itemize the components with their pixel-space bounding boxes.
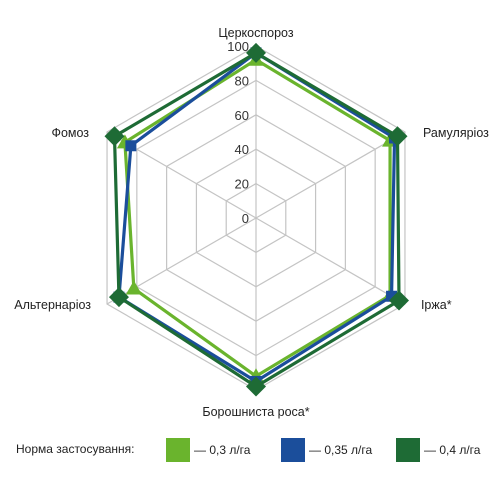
series-point [246, 42, 266, 63]
tick-label: 60 [235, 108, 249, 123]
axis-labels: Церкоспороз Рамуляріоз Іржа* Борошниста рос… [14, 26, 489, 419]
legend: Норма застосування: — 0,3 л/га — 0,35 л/г… [16, 438, 481, 462]
axis-label: Іржа* [421, 298, 452, 312]
radar-series [104, 42, 409, 397]
legend-swatch [281, 438, 305, 462]
radial-tick-labels: 0 20 40 60 80 100 [227, 39, 249, 226]
radar-grid [106, 45, 406, 391]
axis-label: Церкоспороз [218, 26, 293, 40]
legend-label: — 0,35 л/га [309, 443, 372, 457]
tick-label: 80 [235, 73, 249, 88]
series-point [386, 290, 398, 302]
axis-label: Борошниста роса* [202, 405, 309, 419]
series-point [387, 126, 408, 147]
legend-swatch [396, 438, 420, 462]
legend-label: — 0,3 л/га [194, 443, 251, 457]
grid-spoke [255, 131, 406, 219]
series-point [388, 290, 409, 311]
tick-label: 40 [235, 142, 249, 157]
axis-label: Альтернаріоз [14, 298, 91, 312]
tick-label: 0 [242, 211, 249, 226]
legend-label: — 0,4 л/га [424, 443, 481, 457]
tick-label: 20 [235, 177, 249, 192]
series-point [125, 140, 137, 152]
tick-label: 100 [227, 39, 249, 54]
legend-title: Норма застосування: [16, 442, 134, 456]
axis-label: Рамуляріоз [423, 126, 489, 140]
series-point [246, 376, 266, 397]
series-point [104, 126, 125, 147]
axis-label: Фомоз [51, 126, 89, 140]
series-point [108, 287, 129, 308]
legend-swatch [166, 438, 190, 462]
series-point [125, 280, 142, 295]
grid-spoke [255, 217, 406, 305]
